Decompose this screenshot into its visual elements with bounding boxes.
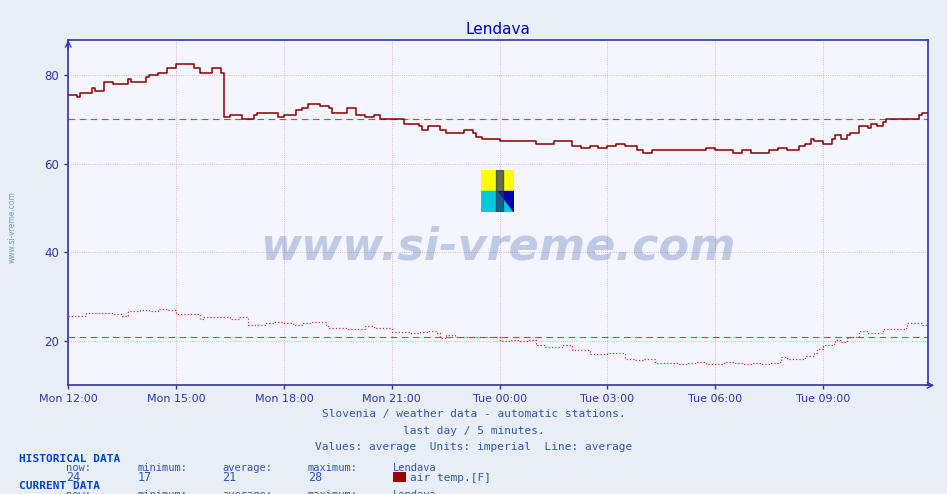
- Text: Lendava: Lendava: [393, 463, 437, 473]
- Text: last day / 5 minutes.: last day / 5 minutes.: [402, 426, 545, 436]
- Text: Slovenia / weather data - automatic stations.: Slovenia / weather data - automatic stat…: [322, 410, 625, 419]
- Text: www.si-vreme.com: www.si-vreme.com: [8, 191, 17, 263]
- Polygon shape: [498, 192, 514, 212]
- Text: 28: 28: [308, 471, 322, 484]
- Text: maximum:: maximum:: [308, 490, 358, 494]
- Text: Lendava: Lendava: [393, 490, 437, 494]
- Text: www.si-vreme.com: www.si-vreme.com: [260, 225, 736, 269]
- Text: average:: average:: [223, 490, 273, 494]
- Text: now:: now:: [66, 490, 91, 494]
- Text: minimum:: minimum:: [137, 490, 188, 494]
- Text: maximum:: maximum:: [308, 463, 358, 473]
- Text: 21: 21: [223, 471, 237, 484]
- Text: now:: now:: [66, 463, 91, 473]
- Polygon shape: [481, 192, 514, 212]
- Text: air temp.[F]: air temp.[F]: [410, 473, 491, 483]
- Text: Values: average  Units: imperial  Line: average: Values: average Units: imperial Line: av…: [314, 442, 633, 452]
- Polygon shape: [496, 170, 503, 212]
- Text: minimum:: minimum:: [137, 463, 188, 473]
- Title: Lendava: Lendava: [466, 22, 530, 37]
- Text: 24: 24: [66, 471, 80, 484]
- Text: average:: average:: [223, 463, 273, 473]
- Bar: [481, 170, 514, 192]
- Text: HISTORICAL DATA: HISTORICAL DATA: [19, 454, 120, 464]
- Text: CURRENT DATA: CURRENT DATA: [19, 481, 100, 491]
- Text: 17: 17: [137, 471, 152, 484]
